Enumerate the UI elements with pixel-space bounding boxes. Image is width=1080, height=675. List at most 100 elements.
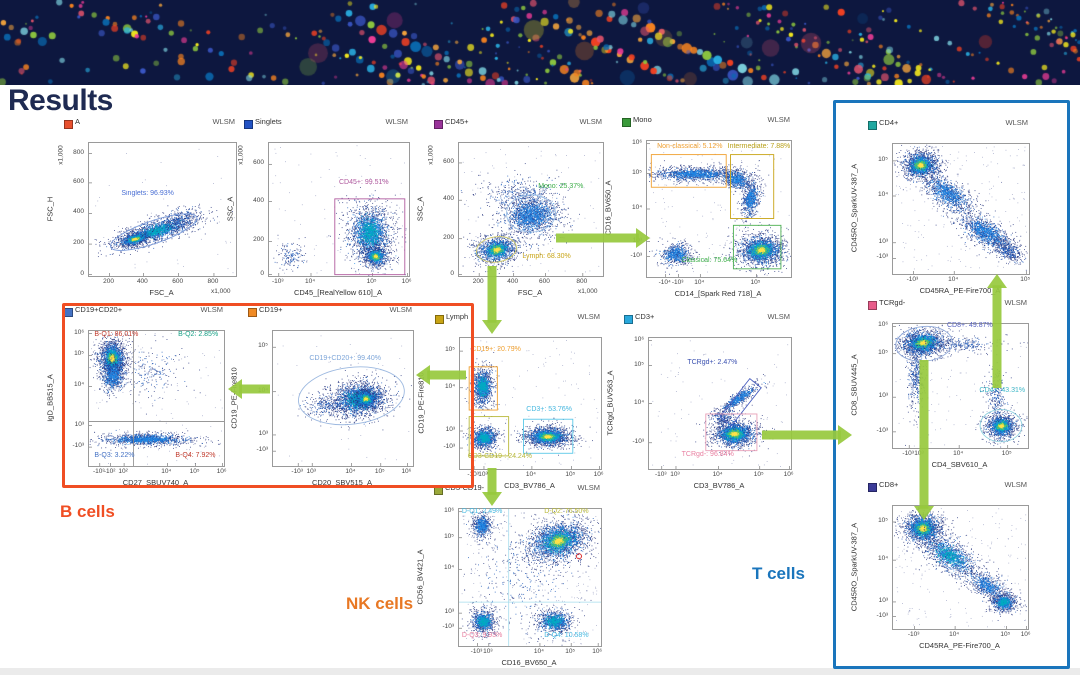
density-scatter xyxy=(273,331,413,466)
gate-label: CD19+CD20+: 99.40% xyxy=(309,355,381,363)
y-tick-label: 10⁵ xyxy=(632,168,642,176)
y-tick-label: 10⁴ xyxy=(443,564,454,572)
plot-gate-name: CD19+ xyxy=(259,305,283,314)
density-scatter xyxy=(460,338,601,469)
y-tick-label: -10³ xyxy=(632,437,644,445)
gate-label: Lymph: 68.30% xyxy=(522,253,571,261)
x-axis-label: CD3_BV786_A xyxy=(693,481,745,490)
gate-label: CD45+: 99.51% xyxy=(339,178,389,186)
plot-gate-name: CD8+ xyxy=(879,480,899,489)
plot-axes: Non-classical: 5.12% Intermediate: 7.88% C… xyxy=(646,140,792,278)
y-tick-label: 10³ xyxy=(74,420,84,428)
x-tick-label: 10⁶ xyxy=(401,278,412,285)
y-axis-label: SSC_A xyxy=(415,196,425,221)
y-axis-label: CD45RO_SparkUV-387_A xyxy=(849,163,859,253)
x-tick-label: 10⁵ xyxy=(565,471,576,478)
plot-mode-label: WLSM xyxy=(767,115,791,124)
legend-swatch xyxy=(434,120,443,129)
x-axis-label: CD3_BV786_A xyxy=(504,481,555,490)
gate-label: B-Q2: 2.85% xyxy=(178,331,219,339)
plot-gate-name: Lymph xyxy=(446,312,469,321)
nk-cells-label: NK cells xyxy=(346,594,414,613)
y-tick-label: 10⁴ xyxy=(631,204,642,211)
gate-label: D-Q4: 10.58% xyxy=(544,632,589,640)
gate-label: Singlets: 96.93% xyxy=(121,189,174,197)
x-tick-label: 10⁴ xyxy=(953,450,964,457)
gate-shapes xyxy=(459,509,601,646)
density-scatter xyxy=(649,338,791,469)
y-tick-label: 200 xyxy=(253,236,264,244)
gate-shapes xyxy=(89,331,224,466)
legend-swatch xyxy=(868,301,877,310)
gate-label: CD3-CD19-: 24.24% xyxy=(467,453,532,461)
plot-mode-label: WLSM xyxy=(1004,298,1028,307)
x-tick-label: -10³ xyxy=(93,468,105,475)
x-tick-label: 10⁴ xyxy=(533,648,544,655)
y-tick-label: 10⁴ xyxy=(877,191,888,198)
x-axis-label: CD45RA_PE-Fire700_A xyxy=(919,641,1000,650)
y-tick-label: 0 xyxy=(260,269,264,277)
y-tick-label: 10⁴ xyxy=(444,382,455,390)
gate-label: Classical: 75.64% xyxy=(681,257,738,265)
density-scatter xyxy=(459,143,603,276)
y-tick-label: -10³ xyxy=(876,426,888,434)
plot-mode-label: WLSM xyxy=(212,117,236,126)
y-tick-label: -10³ xyxy=(442,623,454,631)
gate-label: D-Q3: 9.93% xyxy=(461,632,503,640)
x-tick-label: -10³ xyxy=(470,648,483,655)
x-tick-label: -10³ xyxy=(654,471,667,478)
plot-mode-label: WLSM xyxy=(577,312,601,321)
density-scatter xyxy=(459,509,601,646)
gate-shapes xyxy=(647,143,782,277)
density-scatter xyxy=(269,143,409,276)
plot-mode-label: WLSM xyxy=(767,312,791,321)
x-tick-label: 10⁶ xyxy=(216,468,227,475)
x-tick-label: 200 xyxy=(472,278,484,285)
t-cells-label: T cells xyxy=(752,564,805,583)
legend-swatch xyxy=(248,308,257,317)
plot-axes: CD8+: 49.87% CD4+: 43.31% xyxy=(892,322,1029,449)
x-axis-label: CD45RA_PE-Fire700_A xyxy=(919,286,1001,295)
legend-swatch xyxy=(624,315,633,324)
y-tick-label: 200 xyxy=(73,239,84,247)
x-axis-label: CD4_SBV610_A xyxy=(931,460,988,469)
plot-gate-name: TCRgd- xyxy=(879,298,906,307)
plot-gate-name: CD45+ xyxy=(445,117,469,126)
gate-shapes xyxy=(273,346,408,466)
gate-shapes xyxy=(269,163,408,276)
legend-swatch xyxy=(622,118,631,127)
y-tick-label: 10⁶ xyxy=(878,321,888,329)
x-tick-label: 10⁵ xyxy=(565,648,576,655)
plot-axes: Singlets: 96.93% xyxy=(88,142,237,277)
density-scatter xyxy=(89,331,224,466)
x-tick-label: 10⁶ xyxy=(1020,631,1031,638)
b-cells-label: B cells xyxy=(60,502,115,521)
gate-shapes xyxy=(89,153,215,276)
density-scatter xyxy=(89,143,236,276)
slide-footer-strip xyxy=(0,668,1080,675)
y-axis-label: TCRgd_BUV563_A xyxy=(605,369,615,436)
y-tick-label: 600 xyxy=(253,159,264,167)
plot-gate-name: A xyxy=(75,117,81,126)
y-axis-label: SSC_A xyxy=(225,196,235,221)
x-tick-label: 10⁴ xyxy=(161,468,172,475)
plot-mode-label: WLSM xyxy=(1005,118,1029,127)
x-tick-label: 10⁴ xyxy=(304,278,316,285)
plot-mode-label: WLSM xyxy=(577,483,601,492)
y-tick-label: 10⁵ xyxy=(878,516,888,524)
plot-mode-label: WLSM xyxy=(385,117,409,126)
gate-shapes xyxy=(649,340,790,469)
y-tick-label: 400 xyxy=(443,195,454,203)
x-tick-label: 10⁵ xyxy=(1000,631,1011,638)
x-tick-label: 800 xyxy=(576,278,588,285)
x-tick-label: 10³ xyxy=(478,471,488,478)
x-axis-unit: x1,000 xyxy=(578,288,598,295)
y-tick-label: -10³ xyxy=(443,443,455,451)
x-axis-label: FSC_A xyxy=(517,288,543,297)
y-tick-label: 10⁶ xyxy=(634,335,644,343)
y-tick-label: 10⁵ xyxy=(878,155,888,163)
x-tick-label: 10⁶ xyxy=(783,471,794,478)
plot-axes: B-Q1: 86.01% B-Q2: 2.85% B-Q3: 3.22% B-Q4: … xyxy=(88,330,225,467)
y-tick-label: 800 xyxy=(73,148,84,156)
legend-swatch xyxy=(868,483,877,492)
